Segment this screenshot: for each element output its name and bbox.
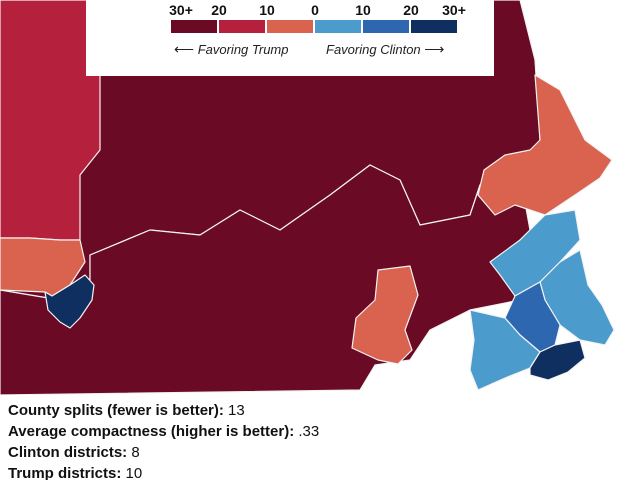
favor-clinton-label: Favoring Clinton xyxy=(326,42,421,57)
stat-value: 8 xyxy=(131,444,140,461)
district-northeast xyxy=(477,74,613,216)
legend-tick: 30+ xyxy=(169,2,193,18)
arrow-left-icon: ⟵ xyxy=(174,41,195,57)
stat-county-splits: County splits (fewer is better): 13 xyxy=(8,400,636,421)
district-state-college xyxy=(351,265,419,365)
district-west xyxy=(0,237,86,297)
legend-swatch xyxy=(411,20,457,33)
stat-label: County splits (fewer is better): xyxy=(8,402,224,419)
stat-label: Clinton districts: xyxy=(8,444,128,461)
legend-swatch xyxy=(267,20,313,33)
legend-tick: 20 xyxy=(403,2,419,18)
stat-clinton-districts: Clinton districts: 8 xyxy=(8,442,636,463)
legend-swatch xyxy=(363,20,409,33)
district-chester xyxy=(469,309,541,391)
district-pittsburgh xyxy=(44,274,95,329)
legend-tick: 20 xyxy=(211,2,227,18)
arrow-right-icon: ⟶ xyxy=(424,41,445,57)
legend-swatch xyxy=(219,20,265,33)
stat-value: .33 xyxy=(298,423,320,440)
legend-favor-trump: ⟵ Favoring Trump xyxy=(174,41,289,58)
stat-trump-districts: Trump districts: 10 xyxy=(8,463,636,480)
legend-tick: 10 xyxy=(355,2,371,18)
legend-favor-clinton: Favoring Clinton ⟶ xyxy=(326,41,444,58)
stat-value: 10 xyxy=(125,465,143,480)
favor-trump-label: Favoring Trump xyxy=(197,42,289,57)
legend-swatch xyxy=(171,20,217,33)
stats-panel: County splits (fewer is better): 13 Aver… xyxy=(8,400,636,480)
district-philadelphia xyxy=(529,339,586,381)
legend-tick: 0 xyxy=(311,2,319,18)
stat-label: Trump districts: xyxy=(8,465,122,480)
legend-tick: 10 xyxy=(259,2,275,18)
legend-swatch xyxy=(315,20,361,33)
legend-tick: 30+ xyxy=(442,2,466,18)
legend: 30+ 20 10 0 10 20 30+ ⟵ Favoring Trump F… xyxy=(86,0,494,76)
stat-value: 13 xyxy=(228,402,245,419)
stat-compactness: Average compactness (higher is better): … xyxy=(8,421,636,442)
stat-label: Average compactness (higher is better): xyxy=(8,423,295,440)
